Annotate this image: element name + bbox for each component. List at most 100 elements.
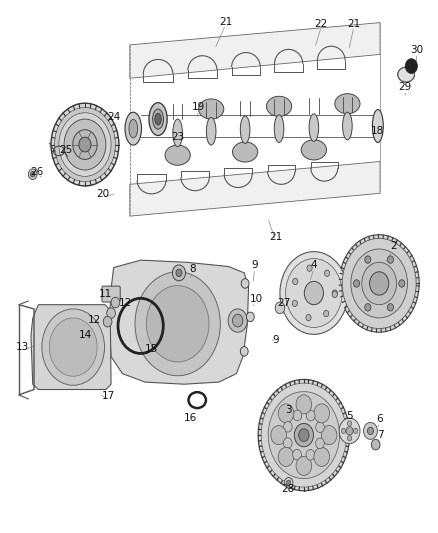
Ellipse shape bbox=[398, 67, 414, 82]
Ellipse shape bbox=[165, 145, 190, 165]
Circle shape bbox=[325, 270, 330, 277]
Circle shape bbox=[28, 169, 37, 180]
Ellipse shape bbox=[266, 96, 292, 116]
Ellipse shape bbox=[343, 112, 352, 140]
Ellipse shape bbox=[206, 117, 216, 145]
Circle shape bbox=[304, 281, 323, 305]
Circle shape bbox=[296, 456, 312, 475]
Circle shape bbox=[241, 279, 249, 288]
Circle shape bbox=[79, 137, 91, 152]
Circle shape bbox=[247, 312, 254, 321]
Circle shape bbox=[364, 422, 378, 439]
Circle shape bbox=[54, 108, 116, 182]
Ellipse shape bbox=[233, 142, 258, 162]
Circle shape bbox=[283, 438, 292, 448]
Text: 18: 18 bbox=[371, 126, 385, 136]
Circle shape bbox=[275, 302, 285, 314]
Circle shape bbox=[405, 59, 417, 74]
Text: 22: 22 bbox=[314, 19, 328, 29]
Circle shape bbox=[284, 478, 293, 488]
Ellipse shape bbox=[335, 94, 360, 114]
Text: 28: 28 bbox=[281, 484, 294, 494]
Circle shape bbox=[321, 425, 337, 445]
Circle shape bbox=[173, 265, 185, 281]
Circle shape bbox=[314, 447, 329, 466]
Circle shape bbox=[146, 286, 209, 362]
Circle shape bbox=[347, 435, 352, 441]
Text: 16: 16 bbox=[184, 413, 198, 423]
Circle shape bbox=[388, 304, 393, 311]
Text: 27: 27 bbox=[278, 297, 291, 308]
Circle shape bbox=[371, 439, 380, 450]
Circle shape bbox=[293, 278, 298, 285]
Circle shape bbox=[268, 392, 339, 479]
Text: 9: 9 bbox=[251, 261, 258, 270]
Circle shape bbox=[103, 317, 112, 327]
Circle shape bbox=[233, 314, 243, 327]
Circle shape bbox=[73, 130, 97, 159]
Circle shape bbox=[306, 449, 315, 460]
Circle shape bbox=[51, 103, 119, 186]
Circle shape bbox=[365, 304, 371, 311]
Ellipse shape bbox=[129, 119, 138, 138]
Polygon shape bbox=[110, 260, 249, 384]
Text: 14: 14 bbox=[78, 330, 92, 341]
Circle shape bbox=[293, 410, 302, 421]
Circle shape bbox=[294, 423, 314, 447]
Circle shape bbox=[111, 297, 120, 308]
Text: 26: 26 bbox=[31, 167, 44, 177]
Text: 25: 25 bbox=[59, 145, 72, 155]
Text: 21: 21 bbox=[347, 19, 360, 29]
Text: 29: 29 bbox=[399, 82, 412, 92]
Text: 5: 5 bbox=[346, 411, 353, 421]
Circle shape bbox=[370, 272, 389, 295]
FancyBboxPatch shape bbox=[102, 286, 120, 302]
Circle shape bbox=[324, 310, 329, 317]
Circle shape bbox=[388, 256, 393, 263]
Ellipse shape bbox=[149, 103, 167, 135]
Ellipse shape bbox=[372, 110, 383, 142]
Circle shape bbox=[176, 269, 182, 277]
Text: 19: 19 bbox=[192, 102, 205, 112]
Circle shape bbox=[278, 447, 294, 466]
Circle shape bbox=[42, 309, 105, 385]
Ellipse shape bbox=[155, 114, 161, 125]
Text: 21: 21 bbox=[269, 232, 282, 243]
Text: 17: 17 bbox=[101, 391, 115, 401]
Text: 4: 4 bbox=[311, 261, 317, 270]
Circle shape bbox=[399, 280, 405, 287]
Circle shape bbox=[64, 119, 106, 170]
Circle shape bbox=[280, 252, 348, 334]
Circle shape bbox=[49, 318, 97, 376]
Circle shape bbox=[362, 262, 396, 305]
Text: 6: 6 bbox=[377, 414, 383, 424]
Polygon shape bbox=[31, 305, 111, 390]
Circle shape bbox=[306, 314, 311, 321]
Ellipse shape bbox=[240, 116, 250, 143]
Polygon shape bbox=[130, 22, 380, 78]
Circle shape bbox=[341, 428, 346, 433]
Polygon shape bbox=[130, 161, 380, 216]
Ellipse shape bbox=[125, 112, 141, 145]
Circle shape bbox=[261, 383, 346, 487]
Text: 9: 9 bbox=[272, 335, 279, 345]
Circle shape bbox=[31, 172, 35, 177]
Circle shape bbox=[299, 429, 309, 441]
Text: 30: 30 bbox=[410, 45, 424, 55]
Circle shape bbox=[240, 346, 248, 356]
Circle shape bbox=[283, 422, 292, 432]
Circle shape bbox=[332, 290, 337, 296]
Circle shape bbox=[258, 379, 350, 491]
Circle shape bbox=[339, 418, 360, 443]
Circle shape bbox=[306, 410, 315, 421]
Text: 2: 2 bbox=[390, 241, 396, 252]
Text: 21: 21 bbox=[219, 17, 232, 27]
Text: 3: 3 bbox=[285, 405, 292, 415]
Circle shape bbox=[293, 449, 301, 460]
Circle shape bbox=[292, 300, 297, 306]
Text: 8: 8 bbox=[190, 264, 196, 274]
Ellipse shape bbox=[173, 119, 183, 147]
Circle shape bbox=[367, 427, 374, 434]
Circle shape bbox=[347, 421, 352, 426]
Circle shape bbox=[271, 425, 286, 445]
